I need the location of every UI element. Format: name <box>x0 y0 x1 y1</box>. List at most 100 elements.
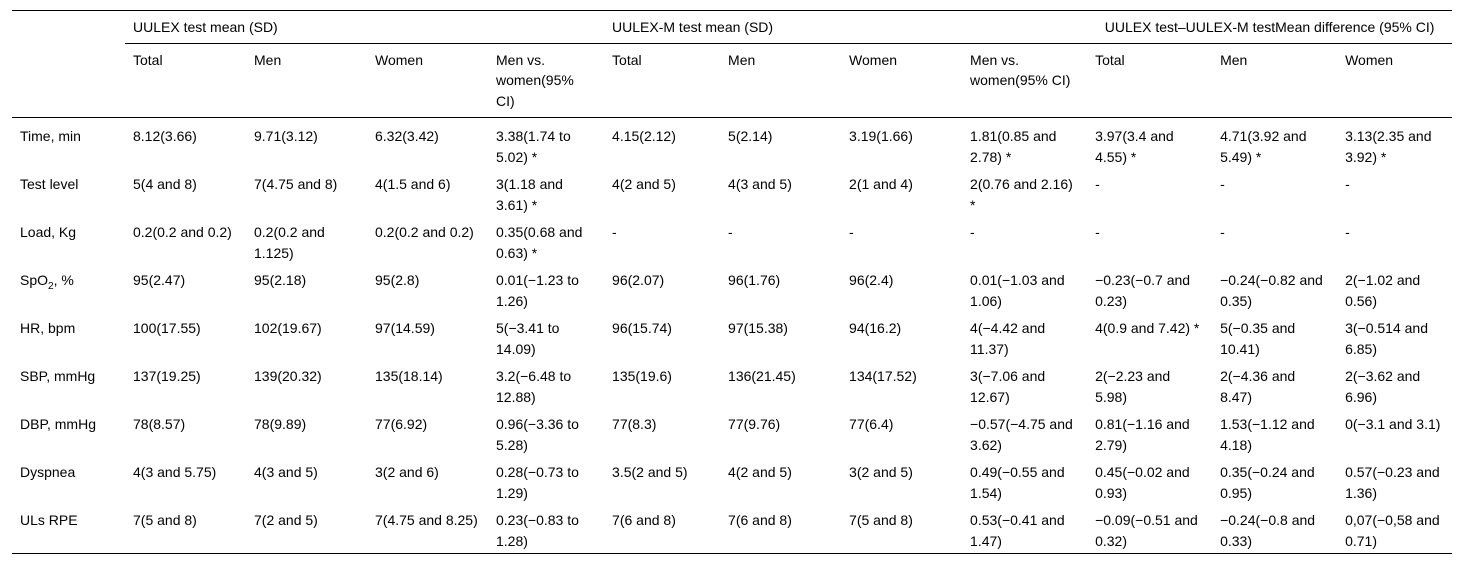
table-cell: −0.57(−4.75 and 3.62) <box>970 416 1073 453</box>
table-cell: - <box>1345 224 1350 240</box>
table-row: HR, bpm 100(17.55) 102(19.67) 97(14.59) 5(−3… <box>12 313 1452 361</box>
row-label: Time, min <box>12 118 125 170</box>
table-cell: 97(15.38) <box>728 320 788 336</box>
table-row: Test level 5(4 and 8) 7(4.75 and 8) 4(1.5 a… <box>12 169 1452 217</box>
table-cell: 134(17.52) <box>849 368 917 384</box>
table-cell: 1.53(−1.12 and 4.18) <box>1220 416 1315 453</box>
table-cell: 96(15.74) <box>612 320 672 336</box>
table-cell: 2(−2.23 and 5.98) <box>1095 368 1171 405</box>
row-label: Test level <box>12 169 125 217</box>
table-cell: - <box>1345 176 1350 192</box>
table-cell: 0.2(0.2 and 1.125) <box>254 224 325 261</box>
table-cell: 4(2 and 5) <box>612 176 676 192</box>
row-label-text: Time, min <box>20 128 81 144</box>
table-cell: 96(2.4) <box>849 272 894 288</box>
table-cell: 5(4 and 8) <box>133 176 197 192</box>
column-header: Total <box>133 51 163 68</box>
table-cell: 4.15(2.12) <box>612 128 676 144</box>
table-cell: 7(6 and 8) <box>612 512 676 528</box>
table-cell: 3.13(2.35 and 3.92) * <box>1345 128 1432 165</box>
row-label-text: Load, Kg <box>20 224 77 240</box>
table-cell: 0.96(−3.36 to 5.28) <box>496 416 579 453</box>
table-cell: −0.09(−0.51 and 0.32) <box>1095 512 1198 549</box>
table-cell: 77(6.92) <box>375 416 428 432</box>
column-header: Men <box>1220 51 1248 68</box>
table-row: Time, min 8.12(3.66) 9.71(3.12) 6.32(3.42) 3… <box>12 118 1452 170</box>
table-cell: 5(2.14) <box>728 128 773 144</box>
table-cell: 2(1 and 4) <box>849 176 913 192</box>
table-cell: 7(4.75 and 8.25) <box>375 512 478 528</box>
table-row: DBP, mmHg 78(8.57) 78(9.89) 77(6.92) 0.96(−3… <box>12 409 1452 457</box>
table-cell: 9.71(3.12) <box>254 128 318 144</box>
row-label-text: SpO <box>20 272 49 288</box>
table-cell: 95(2.8) <box>375 272 420 288</box>
table-cell: 4(3 and 5) <box>728 176 792 192</box>
table-cell: 0.45(−0.02 and 0.93) <box>1095 464 1190 501</box>
column-header: Women <box>849 51 898 68</box>
table-cell: 0.35(0.68 and 0.63) * <box>496 224 583 261</box>
table-cell: - <box>1095 224 1100 240</box>
column-header: Men <box>254 51 282 68</box>
table-cell: 7(4.75 and 8) <box>254 176 338 192</box>
table-cell: 0.2(0.2 and 0.2) <box>375 224 474 240</box>
table-cell: 139(20.32) <box>254 368 322 384</box>
table-cell: 4(−4.42 and 11.37) <box>970 320 1046 357</box>
table-cell: - <box>1095 176 1100 192</box>
table-row: ULs RPE 7(5 and 8) 7(2 and 5) 7(4.75 and 8.… <box>12 505 1452 554</box>
table-cell: 4(1.5 and 6) <box>375 176 451 192</box>
table-cell: −0.24(−0.8 and 0.33) <box>1220 512 1316 549</box>
table-cell: −0.23(−0.7 and 0.23) <box>1095 272 1191 309</box>
row-label-text: Dyspnea <box>20 464 76 480</box>
table-cell: 3(2 and 5) <box>849 464 913 480</box>
table-cell: 102(19.67) <box>254 320 322 336</box>
table-row: SBP, mmHg 137(19.25) 139(20.32) 135(18.14) 3… <box>12 361 1452 409</box>
table-cell: 3.5(2 and 5) <box>612 464 688 480</box>
table-cell: 3.19(1.66) <box>849 128 913 144</box>
row-label: SBP, mmHg <box>12 361 125 409</box>
table-cell: 0.28(−0.73 to 1.29) <box>496 464 579 501</box>
table-cell: 135(18.14) <box>375 368 443 384</box>
column-header: Women <box>1345 51 1394 68</box>
row-label-subscript: 2 <box>48 280 54 292</box>
row-label-text: SBP, mmHg <box>20 368 96 384</box>
row-label: ULs RPE <box>12 505 125 554</box>
table-cell: 0(−3.1 and 3.1) <box>1345 416 1441 432</box>
table-cell: 95(2.47) <box>133 272 186 288</box>
corner-cell <box>12 43 125 118</box>
table-cell: 1.81(0.85 and 2.78) * <box>970 128 1057 165</box>
row-label: SpO2, % <box>12 265 125 313</box>
table-cell: 95(2.18) <box>254 272 307 288</box>
table-cell: 0.35(−0.24 and 0.95) <box>1220 464 1315 501</box>
table-cell: - <box>970 224 975 240</box>
column-header: Men vs. women(95% CI) <box>496 51 574 109</box>
table-cell: - <box>1220 176 1225 192</box>
table-body: Time, min 8.12(3.66) 9.71(3.12) 6.32(3.42) 3… <box>12 118 1452 554</box>
table-cell: 94(16.2) <box>849 320 902 336</box>
results-table: UULEX test mean (SD) UULEX-M test mean (… <box>12 10 1453 554</box>
table-cell: 4(0.9 and 7.42) * <box>1095 320 1200 336</box>
table-cell: 4(2 and 5) <box>728 464 792 480</box>
column-header: Total <box>1095 51 1125 68</box>
table-cell: - <box>612 224 617 240</box>
table-cell: 135(19.6) <box>612 368 672 384</box>
table-cell: 78(9.89) <box>254 416 307 432</box>
table-row: Dyspnea 4(3 and 5.75) 4(3 and 5) 3(2 and 6)… <box>12 457 1452 505</box>
table-row: SpO2, % 95(2.47) 95(2.18) 95(2.8) 0.01(−1.23… <box>12 265 1452 313</box>
table-cell: 3(−7.06 and 12.67) <box>970 368 1046 405</box>
table-cell: 3(2 and 6) <box>375 464 439 480</box>
table-cell: 3.38(1.74 to 5.02) * <box>496 128 571 165</box>
table-cell: - <box>1220 224 1225 240</box>
row-label: HR, bpm <box>12 313 125 361</box>
table-row: Load, Kg 0.2(0.2 and 0.2) 0.2(0.2 and 1.12… <box>12 217 1452 265</box>
table-cell: 137(19.25) <box>133 368 201 384</box>
table-cell: 136(21.45) <box>728 368 796 384</box>
table-cell: 6.32(3.42) <box>375 128 439 144</box>
column-header-row: Total Men Women Men vs. women(95% CI) To… <box>12 43 1453 118</box>
table-cell: 0.57(−0.23 and 1.36) <box>1345 464 1440 501</box>
table-cell: 0.23(−0.83 to 1.28) <box>496 512 579 549</box>
column-header: Total <box>612 51 642 68</box>
table-cell: 3(1.18 and 3.61) * <box>496 176 563 213</box>
table-cell: 7(5 and 8) <box>849 512 913 528</box>
corner-cell <box>12 11 125 44</box>
table-cell: 0,07(−0,58 and 0.71) <box>1345 512 1440 549</box>
